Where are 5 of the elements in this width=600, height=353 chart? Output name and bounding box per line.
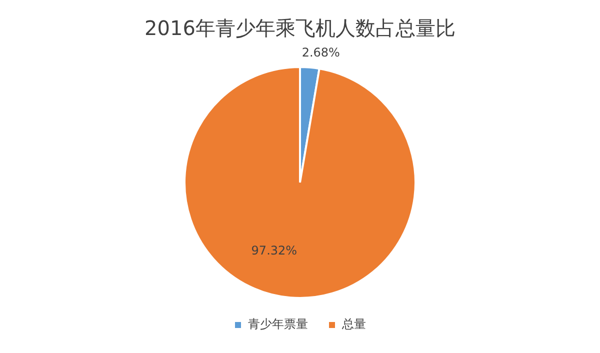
data-label: 2.68% [302,46,340,60]
chart-title: 2016年青少年乘飞机人数占总量比 [144,16,456,40]
legend-label: 总量 [341,317,366,332]
data-label: 97.32% [251,244,298,258]
legend-label: 青少年票量 [248,317,308,332]
